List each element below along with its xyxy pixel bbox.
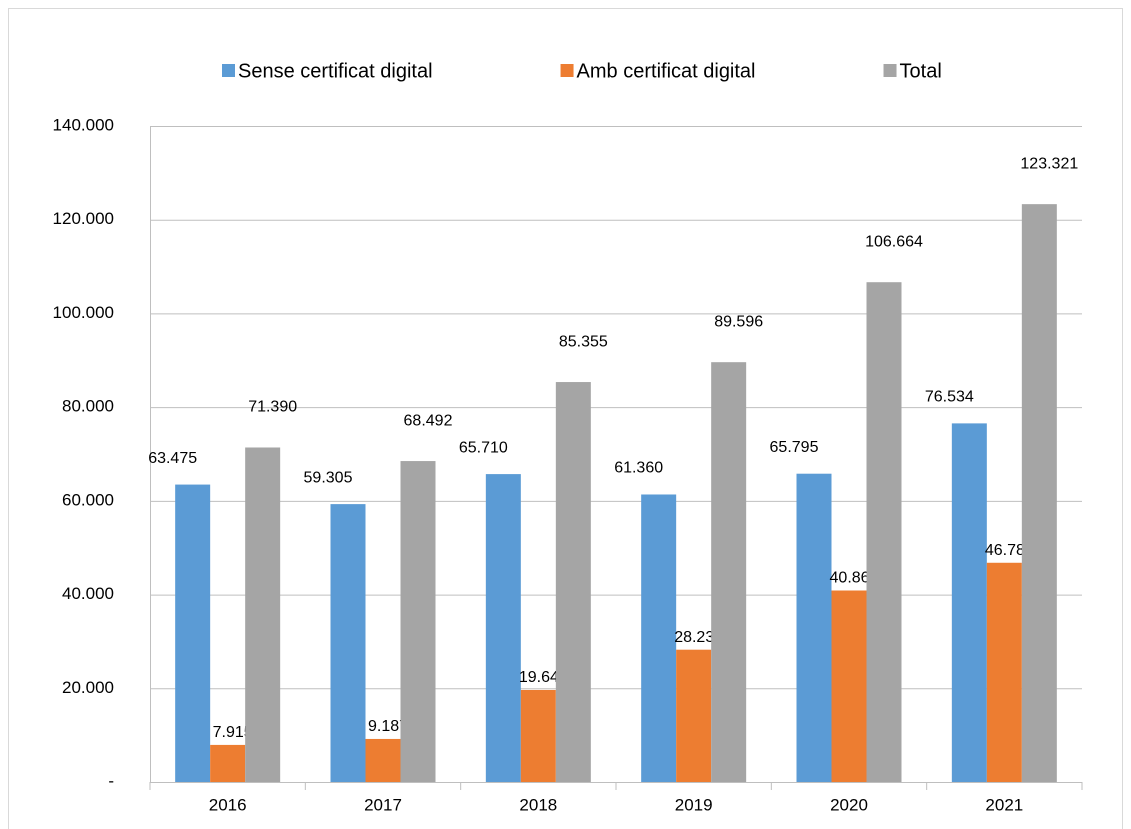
x-tick-label: 2017 xyxy=(364,795,402,814)
bar xyxy=(986,562,1022,782)
data-label: 65.795 xyxy=(770,439,819,456)
bar xyxy=(676,649,712,782)
data-label: 106.664 xyxy=(865,233,923,250)
x-tick-label: 2018 xyxy=(519,795,557,814)
legend-label: Amb certificat digital xyxy=(577,60,756,82)
x-tick-label: 2019 xyxy=(675,795,713,814)
legend-swatch xyxy=(222,64,235,77)
x-tick-label: 2016 xyxy=(209,795,247,814)
data-label: 19.645 xyxy=(519,669,568,686)
bar xyxy=(210,744,246,782)
bar xyxy=(1021,204,1057,783)
y-tick-label: 60.000 xyxy=(62,490,114,509)
data-label: 65.710 xyxy=(459,439,508,456)
data-label: 123.321 xyxy=(1020,155,1078,172)
bar xyxy=(555,382,591,782)
legend-label: Sense certificat digital xyxy=(238,60,433,82)
bar xyxy=(641,494,677,782)
data-label: 28.236 xyxy=(674,629,723,646)
y-tick-label: - xyxy=(108,771,114,790)
bar xyxy=(520,689,556,782)
y-tick-label: 120.000 xyxy=(53,209,114,228)
data-label: 9.187 xyxy=(368,718,408,735)
data-label: 76.534 xyxy=(925,389,974,406)
data-label: 63.475 xyxy=(148,450,197,467)
y-tick-label: 80.000 xyxy=(62,397,114,416)
x-tick-label: 2020 xyxy=(830,795,868,814)
x-tick-label: 2021 xyxy=(985,795,1023,814)
data-label: 46.787 xyxy=(985,542,1034,559)
data-label: 89.596 xyxy=(714,313,763,330)
bar xyxy=(485,474,521,782)
bar xyxy=(245,447,281,782)
bar xyxy=(711,362,747,782)
chart-frame xyxy=(8,8,1123,829)
legend-swatch xyxy=(883,64,897,77)
data-label: 59.305 xyxy=(304,469,353,486)
y-tick-label: 20.000 xyxy=(62,678,114,697)
bar xyxy=(831,590,867,782)
bar xyxy=(365,738,401,782)
y-tick-label: 100.000 xyxy=(53,303,114,322)
legend-swatch xyxy=(560,64,574,77)
bar xyxy=(400,461,436,782)
data-label: 61.360 xyxy=(614,460,663,477)
data-label: 7.915 xyxy=(213,724,253,741)
bar xyxy=(866,282,902,782)
bar xyxy=(330,504,366,782)
data-label: 71.390 xyxy=(248,399,297,416)
y-tick-label: 40.000 xyxy=(62,584,114,603)
data-label: 85.355 xyxy=(559,333,608,350)
legend-label: Total xyxy=(900,60,942,82)
y-tick-label: 140.000 xyxy=(53,115,114,134)
bar xyxy=(796,473,832,782)
data-label: 40.869 xyxy=(830,570,879,587)
bar xyxy=(951,423,987,782)
data-label: 68.492 xyxy=(404,412,453,429)
bar xyxy=(175,484,211,782)
